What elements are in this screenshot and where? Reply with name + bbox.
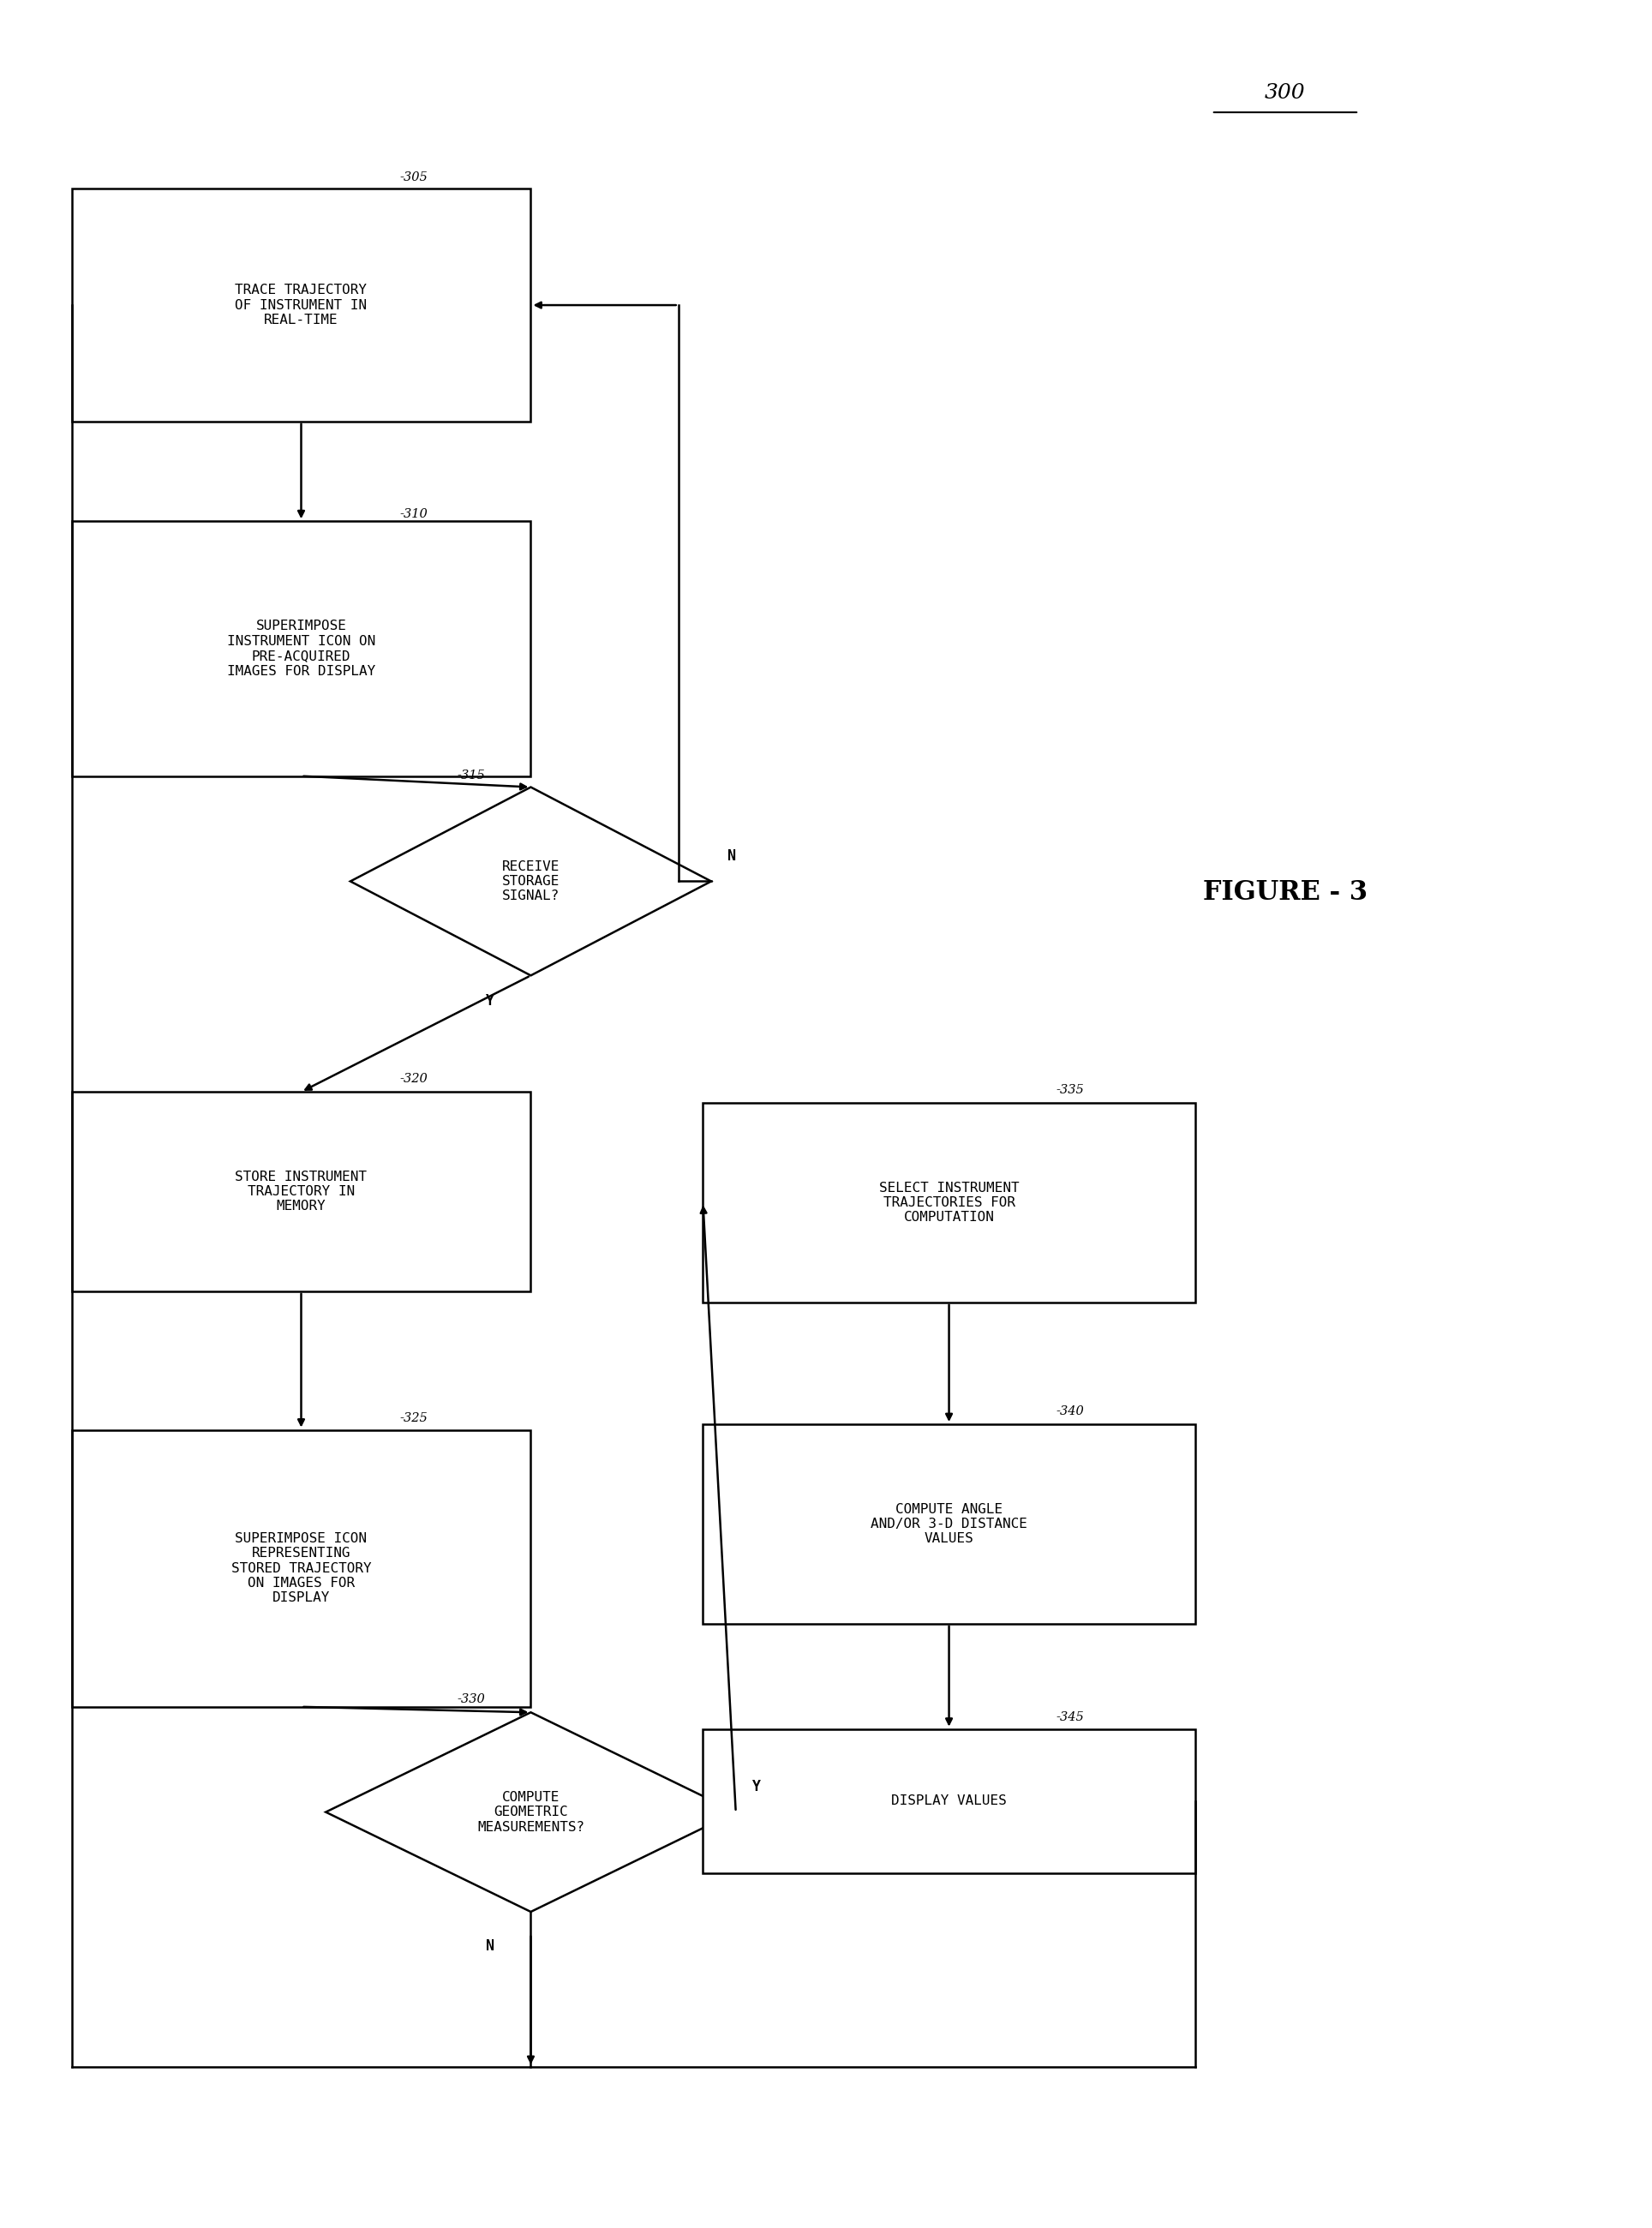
Text: SELECT INSTRUMENT
TRAJECTORIES FOR
COMPUTATION: SELECT INSTRUMENT TRAJECTORIES FOR COMPU… — [879, 1181, 1019, 1223]
FancyBboxPatch shape — [704, 1729, 1194, 1874]
Text: 300: 300 — [1265, 82, 1305, 102]
Text: -310: -310 — [400, 508, 428, 519]
Text: COMPUTE
GEOMETRIC
MEASUREMENTS?: COMPUTE GEOMETRIC MEASUREMENTS? — [477, 1791, 585, 1834]
Text: FIGURE - 3: FIGURE - 3 — [1203, 880, 1368, 905]
Text: -330: -330 — [458, 1693, 486, 1707]
FancyBboxPatch shape — [704, 1103, 1194, 1303]
Text: -320: -320 — [400, 1074, 428, 1085]
FancyBboxPatch shape — [71, 1430, 530, 1707]
Text: Y: Y — [752, 1778, 762, 1794]
Text: -305: -305 — [400, 172, 428, 183]
Text: SUPERIMPOSE ICON
REPRESENTING
STORED TRAJECTORY
ON IMAGES FOR
DISPLAY: SUPERIMPOSE ICON REPRESENTING STORED TRA… — [231, 1533, 372, 1604]
Text: STORE INSTRUMENT
TRAJECTORY IN
MEMORY: STORE INSTRUMENT TRAJECTORY IN MEMORY — [235, 1170, 367, 1212]
Polygon shape — [325, 1713, 735, 1912]
Text: -325: -325 — [400, 1413, 428, 1424]
FancyBboxPatch shape — [71, 189, 530, 421]
Text: -345: -345 — [1056, 1711, 1084, 1724]
Text: -315: -315 — [458, 769, 486, 782]
Text: N: N — [486, 1938, 494, 1954]
FancyBboxPatch shape — [71, 521, 530, 775]
Text: SUPERIMPOSE
INSTRUMENT ICON ON
PRE-ACQUIRED
IMAGES FOR DISPLAY: SUPERIMPOSE INSTRUMENT ICON ON PRE-ACQUI… — [226, 619, 375, 677]
Text: COMPUTE ANGLE
AND/OR 3-D DISTANCE
VALUES: COMPUTE ANGLE AND/OR 3-D DISTANCE VALUES — [871, 1502, 1028, 1546]
FancyBboxPatch shape — [704, 1424, 1194, 1624]
Text: RECEIVE
STORAGE
SIGNAL?: RECEIVE STORAGE SIGNAL? — [502, 860, 560, 902]
Text: Y: Y — [486, 994, 494, 1009]
Text: -335: -335 — [1056, 1085, 1084, 1096]
Text: DISPLAY VALUES: DISPLAY VALUES — [892, 1794, 1006, 1807]
FancyBboxPatch shape — [71, 1092, 530, 1292]
Text: TRACE TRAJECTORY
OF INSTRUMENT IN
REAL-TIME: TRACE TRAJECTORY OF INSTRUMENT IN REAL-T… — [235, 283, 367, 328]
Text: N: N — [727, 849, 737, 864]
Text: -340: -340 — [1056, 1406, 1084, 1417]
Polygon shape — [350, 786, 712, 976]
